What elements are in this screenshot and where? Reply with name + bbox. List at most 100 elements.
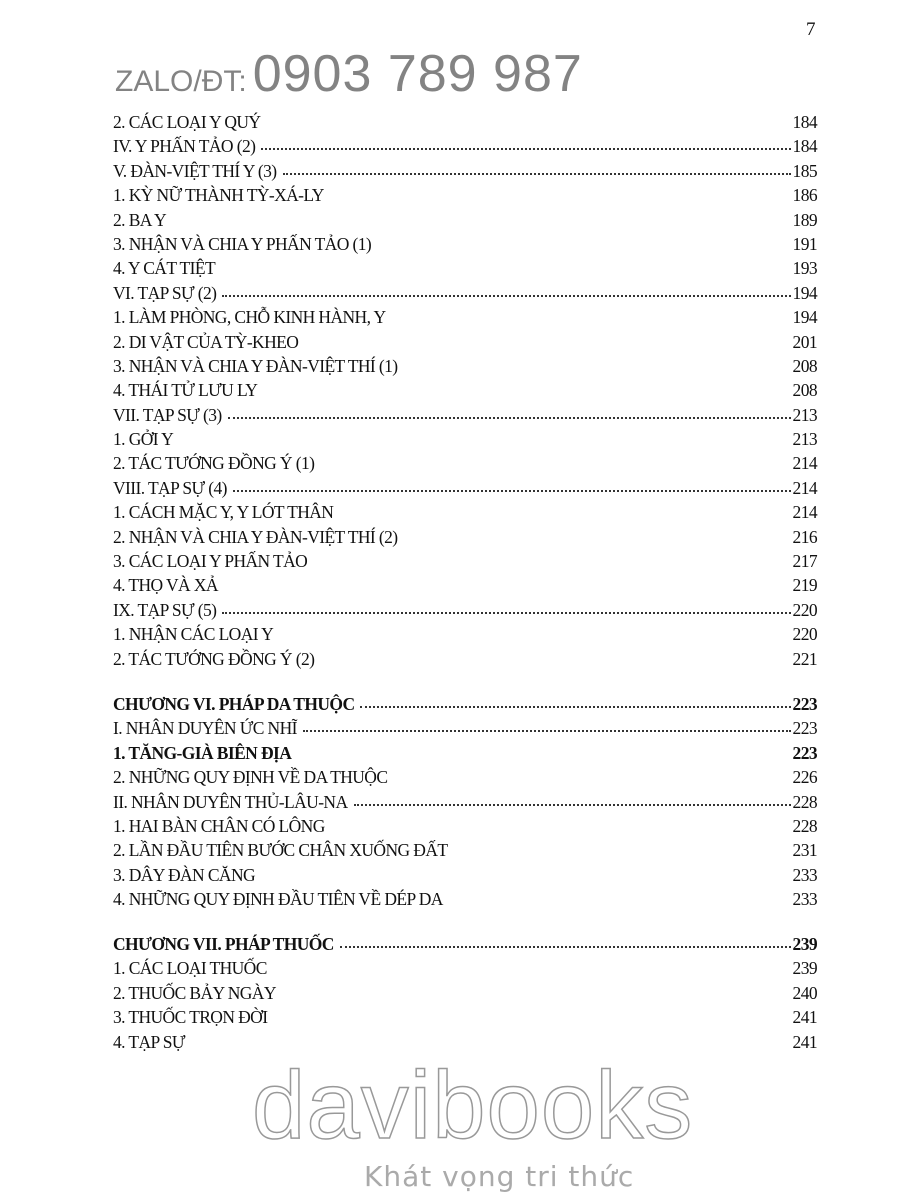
dot-leader [339, 946, 791, 948]
toc-entry: VIII. TẠP SỰ (4) 214 [113, 476, 818, 500]
toc-entry: 3. DÂY ĐÀN CĂNG 233 [113, 863, 818, 887]
toc-entry-page: 219 [792, 575, 818, 596]
toc-entry-page: 223 [792, 694, 818, 714]
toc-entry-page: 228 [792, 791, 818, 812]
toc-entry-page: 223 [792, 718, 818, 739]
contact-label: ZALO/ĐT: [115, 65, 247, 98]
toc-entry: V. ĐÀN-VIỆT THÍ Y (3) 185 [113, 159, 818, 183]
toc-entry: 3. NHẬN VÀ CHIA Y ĐÀN-VIỆT THÍ (1) 208 [113, 354, 818, 378]
toc-entry: CHƯƠNG VII. PHÁP THUỐC 239 [113, 932, 818, 956]
toc-entry-title: 3. CÁC LOẠI Y PHẤN TẢO [113, 551, 308, 572]
toc-entry-page: 208 [792, 380, 818, 401]
brand-watermark: davibooks [251, 1052, 694, 1159]
toc-entry-title: 4. THÁI TỬ LƯU LY [113, 380, 258, 401]
dot-leader [227, 416, 791, 419]
toc-entry: 2. TÁC TƯỚNG ĐỒNG Ý (1) 214 [113, 451, 818, 475]
toc-entry: CHƯƠNG VI. PHÁP DA THUỘC 223 [113, 692, 818, 716]
toc-entry-title: IX. TẠP SỰ (5) [113, 599, 217, 620]
toc-entry-page: 194 [792, 307, 818, 328]
toc-entry-page: 241 [792, 1007, 818, 1028]
toc-entry-title: 4. NHỮNG QUY ĐỊNH ĐẦU TIÊN VỀ DÉP DA [113, 889, 443, 910]
toc-entry: 1. CÁCH MẶC Y, Y LÓT THÂN 214 [113, 500, 818, 524]
toc-entry: VI. TẠP SỰ (2) 194 [113, 281, 818, 305]
toc-entry-title: 2. NHỮNG QUY ĐỊNH VỀ DA THUỘC [113, 767, 388, 788]
dot-leader [261, 148, 791, 151]
toc-entry-title: 3. NHẬN VÀ CHIA Y PHẤN TẢO (1) [113, 233, 372, 254]
toc-entry: IX. TẠP SỰ (5) 220 [113, 598, 818, 622]
toc-entry-title: 2. CÁC LOẠI Y QUÝ [113, 112, 261, 132]
brand-tagline: Khát vọng tri thức [364, 1160, 635, 1193]
toc-entry: 1. CÁC LOẠI THUỐC 239 [113, 956, 818, 980]
toc-entry-title: 2. THUỐC BẢY NGÀY [113, 982, 276, 1003]
toc-entry-page: 221 [792, 648, 818, 669]
toc-entry-page: 185 [792, 160, 818, 181]
toc-entry-title: 2. TÁC TƯỚNG ĐỒNG Ý (2) [113, 648, 315, 669]
toc-entry-page: 226 [792, 767, 818, 788]
toc-entry-page: 220 [792, 599, 818, 620]
dot-leader [353, 803, 791, 806]
dot-leader [282, 172, 791, 175]
toc-entry: 1. GỞI Y 213 [113, 427, 818, 451]
toc-entry-page: 233 [792, 889, 818, 910]
toc-entry: 3. THUỐC TRỌN ĐỜI 241 [113, 1005, 818, 1029]
toc-entry-title: CHƯƠNG VII. PHÁP THUỐC [113, 934, 334, 954]
toc-entry-page: 201 [792, 331, 818, 352]
toc-entry-page: 223 [792, 742, 818, 763]
toc-entry-title: 1. KỲ NỮ THÀNH TỲ-XÁ-LY [113, 185, 324, 206]
toc-entry-title: 1. LÀM PHÒNG, CHỖ KINH HÀNH, Y [113, 307, 386, 328]
toc-entry-title: 4. Y CÁT TIỆT [113, 258, 216, 279]
toc-entry-page: 214 [792, 477, 818, 498]
dot-leader [222, 294, 791, 297]
toc-entry-page: 241 [792, 1031, 818, 1052]
toc-entry: 3. NHẬN VÀ CHIA Y PHẤN TẢO (1) 191 [113, 232, 818, 256]
toc-entry-page: 193 [792, 258, 818, 279]
toc-entry: VII. TẠP SỰ (3) 213 [113, 403, 818, 427]
toc-entry-page: 239 [792, 934, 818, 954]
toc-entry-title: IV. Y PHẤN TẢO (2) [113, 136, 256, 157]
toc-entry: II. NHÂN DUYÊN THỦ-LÂU-NA 228 [113, 790, 818, 814]
toc-entry-page: 220 [792, 624, 818, 645]
toc-entry-title: 2. DI VẬT CỦA TỲ-KHEO [113, 331, 299, 352]
toc-entry-title: 2. LẦN ĐẦU TIÊN BƯỚC CHÂN XUỐNG ĐẤT [113, 840, 448, 861]
toc-entry-page: 217 [792, 551, 818, 572]
toc-entry: 2. NHỮNG QUY ĐỊNH VỀ DA THUỘC 226 [113, 765, 818, 789]
toc-entry-page: 184 [792, 136, 818, 157]
phone-number: 0903 789 987 [252, 45, 583, 103]
toc-entry: 1. TĂNG-GIÀ BIÊN ĐỊA 223 [113, 741, 818, 765]
page-number: 7 [806, 19, 816, 40]
toc-entry: 2. BA Y 189 [113, 208, 818, 232]
toc-entry-page: 231 [792, 840, 818, 861]
toc-entry-page: 208 [792, 355, 818, 376]
toc-entry-title: 1. CÁCH MẶC Y, Y LÓT THÂN [113, 502, 334, 523]
toc-entry-page: 240 [792, 982, 818, 1003]
toc-entry-page: 186 [792, 185, 818, 206]
toc-entry: 2. NHẬN VÀ CHIA Y ĐÀN-VIỆT THÍ (2) 216 [113, 525, 818, 549]
toc-entry-title: 4. THỌ VÀ XẢ [113, 575, 219, 596]
toc-entry-title: CHƯƠNG VI. PHÁP DA THUỘC [113, 694, 355, 714]
toc-entry: 2. THUỐC BẢY NGÀY 240 [113, 981, 818, 1005]
toc-entry-title: VII. TẠP SỰ (3) [113, 404, 222, 425]
toc-entry-title: I. NHÂN DUYÊN ỨC NHĨ [113, 718, 297, 739]
toc-entry-title: VIII. TẠP SỰ (4) [113, 477, 227, 498]
toc-entry-title: 3. NHẬN VÀ CHIA Y ĐÀN-VIỆT THÍ (1) [113, 355, 398, 376]
toc-entry: 4. THÁI TỬ LƯU LY 208 [113, 378, 818, 402]
toc-entry-title: 2. NHẬN VÀ CHIA Y ĐÀN-VIỆT THÍ (2) [113, 526, 398, 547]
toc-entry-title: II. NHÂN DUYÊN THỦ-LÂU-NA [113, 791, 348, 812]
toc-entry-title: 4. TẠP SỰ [113, 1031, 185, 1052]
toc-entry-page: 214 [792, 502, 818, 523]
dot-leader [232, 489, 791, 492]
toc-entry-page: 214 [792, 453, 818, 474]
toc-entry: 4. Y CÁT TIỆT 193 [113, 256, 818, 280]
toc-entry-page: 239 [792, 958, 818, 979]
toc-entry: 2. LẦN ĐẦU TIÊN BƯỚC CHÂN XUỐNG ĐẤT 231 [113, 838, 818, 862]
toc-entry-title: 3. DÂY ĐÀN CĂNG [113, 864, 256, 885]
toc-entry-page: 216 [792, 526, 818, 547]
toc-entry-title: 1. NHẬN CÁC LOẠI Y [113, 624, 274, 645]
toc-chapter-7: CHƯƠNG VII. PHÁP THUỐC 239 1. CÁC LOẠI THU… [113, 932, 818, 1054]
toc-entry: 2. DI VẬT CỦA TỲ-KHEO 201 [113, 330, 818, 354]
toc-entry-page: 213 [792, 429, 818, 450]
toc-entry: 2. TÁC TƯỚNG ĐỒNG Ý (2) 221 [113, 647, 818, 671]
toc-entry: 1. NHẬN CÁC LOẠI Y 220 [113, 622, 818, 646]
toc-entry: 4. TẠP SỰ 241 [113, 1030, 818, 1054]
toc-entry-title: 1. TĂNG-GIÀ BIÊN ĐỊA [113, 742, 292, 763]
